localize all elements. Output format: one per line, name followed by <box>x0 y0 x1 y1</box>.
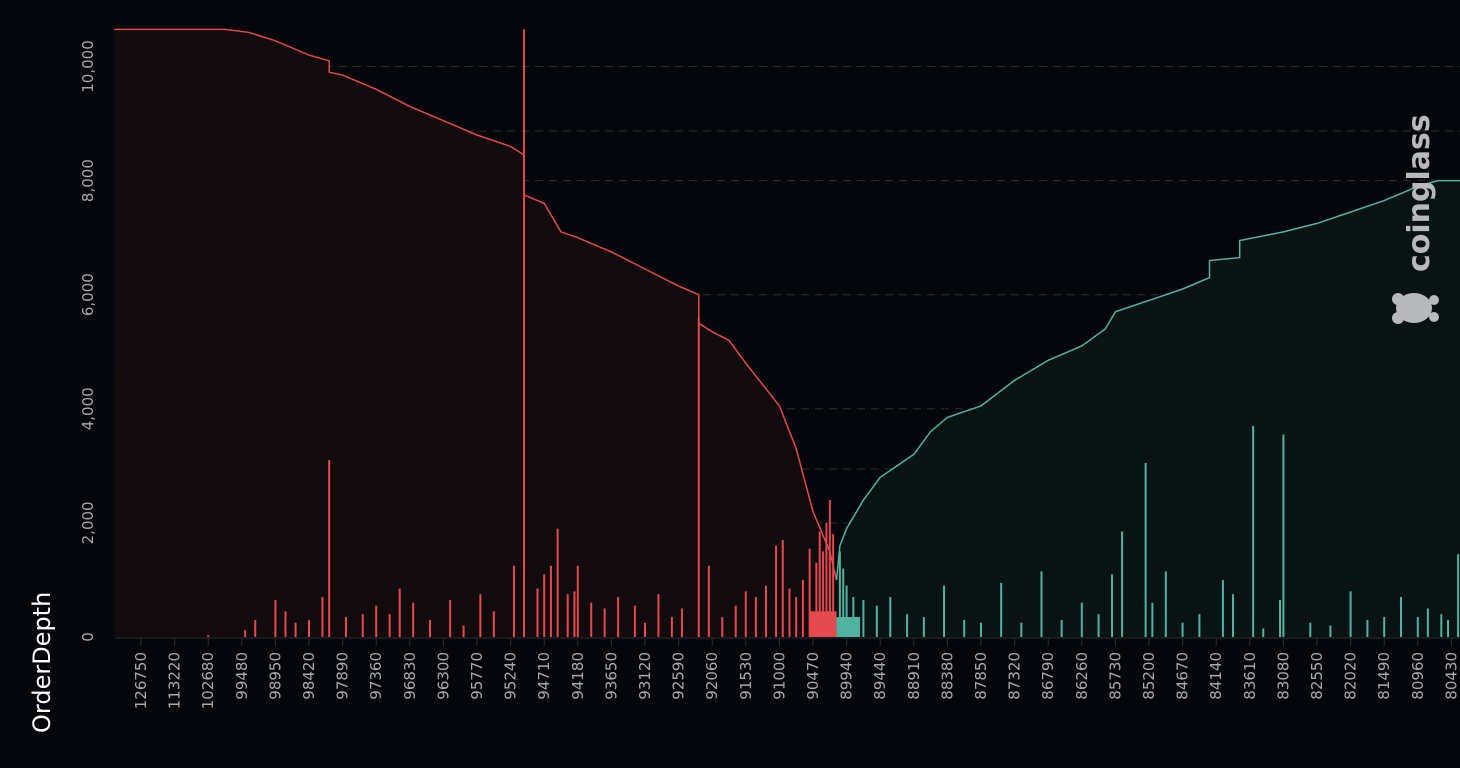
asks-depth-area <box>836 180 1460 637</box>
x-tick-label: 92060 <box>703 652 721 700</box>
x-tick-label: 86790 <box>1039 652 1057 700</box>
x-tick-label: 98420 <box>300 652 318 700</box>
x-tick-label: 85730 <box>1106 652 1124 700</box>
x-tick-label: 83610 <box>1241 652 1259 700</box>
bids-depth-area <box>114 29 837 637</box>
y-axis: 0 2,000 4,000 6,000 8,000 10,000 <box>79 40 97 642</box>
x-tick-label: 80960 <box>1409 652 1427 700</box>
x-tick-label: 85200 <box>1140 652 1158 700</box>
depth-lines <box>114 28 1460 581</box>
x-tick-label: 89440 <box>871 652 889 700</box>
watermark-text: coinglass <box>1402 114 1437 272</box>
y-axis-title: OrderDepth <box>28 592 56 733</box>
x-tick-label: 95240 <box>502 652 520 700</box>
x-tick-label: 87320 <box>1006 652 1024 700</box>
asks-volume-cluster <box>836 617 861 637</box>
x-tick-label: 86260 <box>1073 652 1091 700</box>
x-tick-label: 81490 <box>1375 652 1393 700</box>
x-tick-label: 87850 <box>972 652 990 700</box>
x-tick-label: 82020 <box>1342 652 1360 700</box>
y-tick-label: 8,000 <box>79 159 97 202</box>
x-tick-label: 102680 <box>199 652 217 709</box>
x-tick-label: 95770 <box>468 652 486 700</box>
x-tick-label: 80430 <box>1442 652 1460 700</box>
y-tick-label: 6,000 <box>79 273 97 316</box>
bids-depth-line <box>114 28 838 581</box>
x-tick-label: 83080 <box>1274 652 1292 700</box>
depth-areas <box>114 29 1460 637</box>
x-tick-label: 126750 <box>132 652 150 709</box>
x-tick-label: 97360 <box>367 652 385 700</box>
volume-bars <box>207 29 1460 637</box>
y-tick-label: 2,000 <box>79 501 97 544</box>
x-tick-label: 88910 <box>905 652 923 700</box>
asks-depth-line <box>835 179 1460 581</box>
watermark: coinglass <box>1392 114 1439 324</box>
x-tick-label: 94180 <box>569 652 587 700</box>
x-tick-label: 91530 <box>737 652 755 700</box>
bids-volume-cluster <box>809 611 837 637</box>
x-tick-label: 97890 <box>334 652 352 700</box>
x-tick-label: 96300 <box>434 652 452 700</box>
x-tick-label: 82550 <box>1308 652 1326 700</box>
x-tick-label: 94710 <box>535 652 553 700</box>
x-tick-label: 98950 <box>266 652 284 700</box>
x-tick-label: 99480 <box>233 652 251 700</box>
x-tick-label: 89940 <box>838 652 856 700</box>
x-tick-label: 96830 <box>401 652 419 700</box>
x-tick-label: 91000 <box>770 652 788 700</box>
x-tick-label: 90470 <box>804 652 822 700</box>
x-axis: 126750 113220 102680 99480 98950 98420 97890 97… <box>132 638 1460 709</box>
x-tick-label: 84140 <box>1207 652 1225 700</box>
x-tick-label: 84670 <box>1174 652 1192 700</box>
frog-logo-icon <box>1392 293 1439 324</box>
x-tick-label: 113220 <box>166 652 184 709</box>
y-tick-label: 10,000 <box>79 40 97 93</box>
y-tick-label: 4,000 <box>79 387 97 430</box>
y-tick-label: 0 <box>79 632 97 642</box>
x-tick-label: 88380 <box>938 652 956 700</box>
x-tick-label: 92590 <box>670 652 688 700</box>
x-tick-label: 93120 <box>636 652 654 700</box>
x-tick-label: 93650 <box>602 652 620 700</box>
